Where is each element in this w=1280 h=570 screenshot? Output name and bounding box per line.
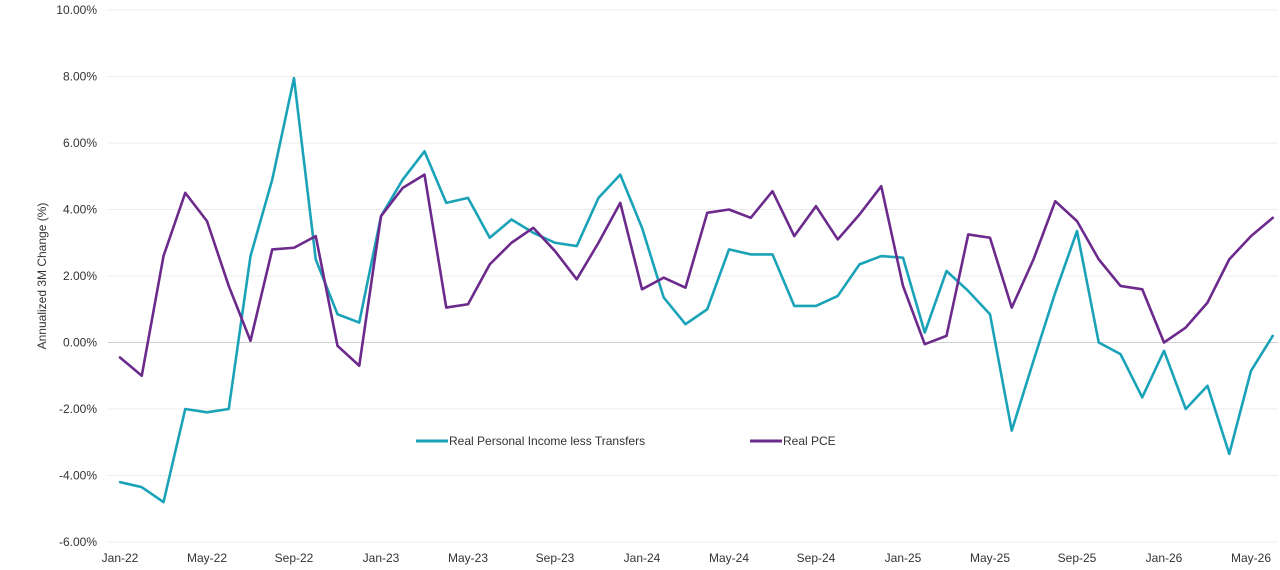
y-tick-label: 8.00% bbox=[63, 70, 97, 84]
y-tick-label: 0.00% bbox=[63, 336, 97, 350]
x-tick-label: Sep-23 bbox=[536, 551, 575, 565]
x-tick-label: May-23 bbox=[448, 551, 488, 565]
gridlines bbox=[108, 9, 1278, 543]
x-tick-label: May-22 bbox=[187, 551, 227, 565]
y-axis-ticks: -6.00% -4.00% -2.00% 0.00% 2.00% 4.00% 6.00% 8.… bbox=[56, 3, 97, 549]
y-tick-label: -2.00% bbox=[59, 402, 97, 416]
x-tick-label: Sep-24 bbox=[797, 551, 836, 565]
x-tick-label: Jan-22 bbox=[102, 551, 139, 565]
y-axis-title: Annualized 3M Change (%) bbox=[35, 203, 49, 350]
x-tick-label: May-25 bbox=[970, 551, 1010, 565]
x-tick-label: Sep-22 bbox=[275, 551, 314, 565]
series-line-1 bbox=[118, 76, 1275, 504]
y-tick-label: 10.00% bbox=[56, 3, 97, 17]
x-tick-label: Sep-25 bbox=[1058, 551, 1097, 565]
series-lines bbox=[118, 76, 1275, 504]
y-tick-label: -6.00% bbox=[59, 535, 97, 549]
y-tick-label: -4.00% bbox=[59, 469, 97, 483]
legend-label-1: Real Personal Income less Transfers bbox=[449, 434, 645, 448]
y-tick-label: 4.00% bbox=[63, 203, 97, 217]
x-tick-label: Jan-23 bbox=[363, 551, 400, 565]
x-tick-label: Jan-26 bbox=[1146, 551, 1183, 565]
x-tick-label: Jan-24 bbox=[624, 551, 661, 565]
x-tick-label: Jan-25 bbox=[885, 551, 922, 565]
x-tick-label: May-24 bbox=[709, 551, 749, 565]
legend-label-2: Real PCE bbox=[783, 434, 836, 448]
x-axis-ticks: Jan-22 May-22 Sep-22 Jan-23 May-23 Sep-23 Jan-… bbox=[102, 551, 1272, 565]
y-tick-label: 2.00% bbox=[63, 269, 97, 283]
x-tick-label: May-26 bbox=[1231, 551, 1271, 565]
series-line-2 bbox=[118, 173, 1275, 378]
legend: Real Personal Income less Transfers Real … bbox=[416, 434, 836, 448]
y-tick-label: 6.00% bbox=[63, 136, 97, 150]
